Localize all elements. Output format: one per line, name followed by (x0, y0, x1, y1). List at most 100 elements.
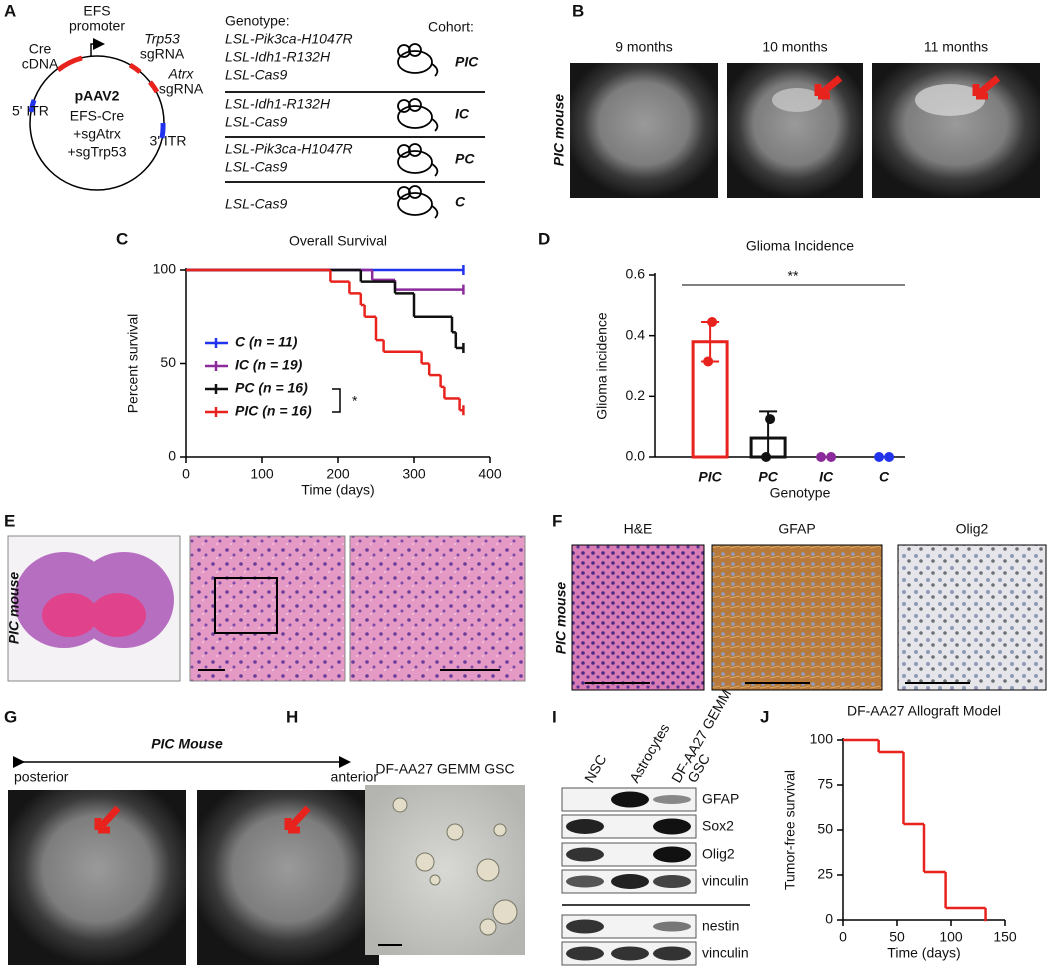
y-tick-label: 0.4 (626, 326, 646, 342)
blot-band (653, 946, 691, 961)
plasmid-insert: EFS-Cre (70, 108, 125, 124)
x-tick-label: 100 (939, 929, 963, 945)
mri-g (8, 756, 379, 965)
blot-band (566, 875, 604, 888)
annotation: * (352, 393, 358, 409)
allele: LSL-Pik3ca-H1047R (225, 141, 353, 157)
blot-band (653, 875, 691, 888)
legend-label: C (n = 11) (235, 334, 298, 350)
y-tick-label: 0 (168, 448, 176, 464)
panel-label: H (286, 707, 298, 726)
chart-title: Glioma Incidence (746, 238, 854, 254)
plasmid-name: pAAV2 (75, 88, 120, 104)
side-label: PIC mouse (553, 582, 569, 655)
panel-label: C (116, 229, 128, 248)
cohort: C (455, 194, 466, 210)
genotype-dividers (225, 91, 485, 183)
side-label: PIC mouse (551, 94, 567, 167)
blot-band (611, 874, 649, 889)
x-tick-label: 0 (182, 466, 190, 482)
allele: LSL-Cas9 (225, 196, 287, 212)
blot-label: Sox2 (702, 818, 734, 834)
allele: LSL-Cas9 (225, 67, 287, 83)
allele: LSL-Cas9 (225, 114, 287, 130)
plasmid-insert: +sgTrp53 (67, 144, 126, 160)
blot-band (566, 946, 604, 961)
plasmid-feature: EFS (83, 3, 110, 19)
blot-band (611, 791, 649, 808)
x-tick-label: 200 (326, 466, 350, 482)
data-point (703, 356, 714, 367)
legend-label: PIC (n = 16) (235, 403, 312, 419)
x-tick-label: 300 (402, 466, 426, 482)
allele: LSL-Idh1-R132H (225, 49, 331, 65)
side-label: PIC mouse (6, 572, 22, 645)
x-tick-label: 400 (478, 466, 502, 482)
x-tick-label: 50 (889, 929, 905, 945)
g-title: PIC Mouse (151, 736, 223, 752)
allele: LSL-Cas9 (225, 159, 287, 175)
x-axis-label: Time (days) (301, 482, 374, 498)
cohort: IC (455, 106, 470, 122)
plasmid-feature: Trp53 (144, 31, 180, 47)
panel-label: J (760, 707, 769, 726)
blot-band (653, 921, 691, 932)
g-left: posterior (14, 769, 69, 785)
y-tick-label: 50 (817, 821, 833, 837)
blot-band (566, 847, 604, 862)
blot-label: GFAP (702, 791, 739, 807)
blot-column: Astrocytes (626, 721, 673, 786)
y-axis-label: Percent survival (125, 314, 141, 414)
y-tick-label: 0.2 (626, 387, 646, 403)
sphere-image (365, 785, 525, 955)
x-tick-label: 150 (993, 929, 1017, 945)
data-point (707, 317, 718, 328)
blot-label: nestin (702, 918, 739, 934)
blot-band (611, 946, 649, 961)
stain-label: GFAP (778, 521, 815, 537)
y-axis-label: Tumor-free survival (782, 770, 798, 890)
x-tick-label: 100 (250, 466, 274, 482)
x-tick-label: PIC (698, 469, 722, 485)
data-point (826, 452, 837, 462)
y-tick-label: 75 (817, 776, 833, 792)
y-tick-label: 25 (817, 866, 833, 882)
plasmid-feature: promoter (69, 18, 125, 34)
plasmid-feature: 5' ITR (12, 103, 49, 119)
plasmid-feature: cDNA (22, 56, 59, 72)
blot-label: vinculin (702, 945, 749, 961)
panel-label: A (4, 1, 16, 20)
mri-images (570, 63, 1040, 198)
panel-label: F (552, 511, 562, 530)
y-tick-label: 50 (160, 354, 176, 370)
x-axis-label: Genotype (770, 485, 831, 501)
plasmid-feature: sgRNA (140, 46, 185, 62)
h-title: DF-AA27 GEMM GSC (375, 761, 514, 777)
blot-column: NSC (581, 752, 610, 786)
allele: LSL-Pik3ca-H1047R (225, 31, 353, 47)
data-point (765, 414, 776, 425)
legend-label: IC (n = 19) (235, 357, 303, 373)
histology-f (571, 544, 1047, 691)
legend-label: PC (n = 16) (235, 380, 308, 396)
data-point (884, 452, 895, 462)
plasmid-feature: Cre (29, 41, 52, 57)
y-axis-label: Glioma incidence (594, 312, 610, 420)
blot-band (566, 819, 604, 834)
stain-label: Olig2 (956, 521, 989, 537)
annotation: ** (788, 268, 799, 284)
blot-label: Olig2 (702, 846, 735, 862)
histology-e (7, 535, 526, 682)
data-point (761, 452, 772, 462)
plasmid-feature: 3' ITR (150, 133, 187, 149)
g-right: anterior (331, 769, 379, 785)
blot-label: vinculin (702, 873, 749, 889)
y-tick-label: 0 (825, 911, 833, 927)
y-tick-label: 0.6 (626, 266, 646, 282)
plasmid-feature: sgRNA (159, 81, 204, 97)
panel-label: B (572, 1, 584, 20)
panel-label: G (4, 707, 17, 726)
western-blot (561, 787, 750, 966)
blot-band (653, 846, 691, 863)
